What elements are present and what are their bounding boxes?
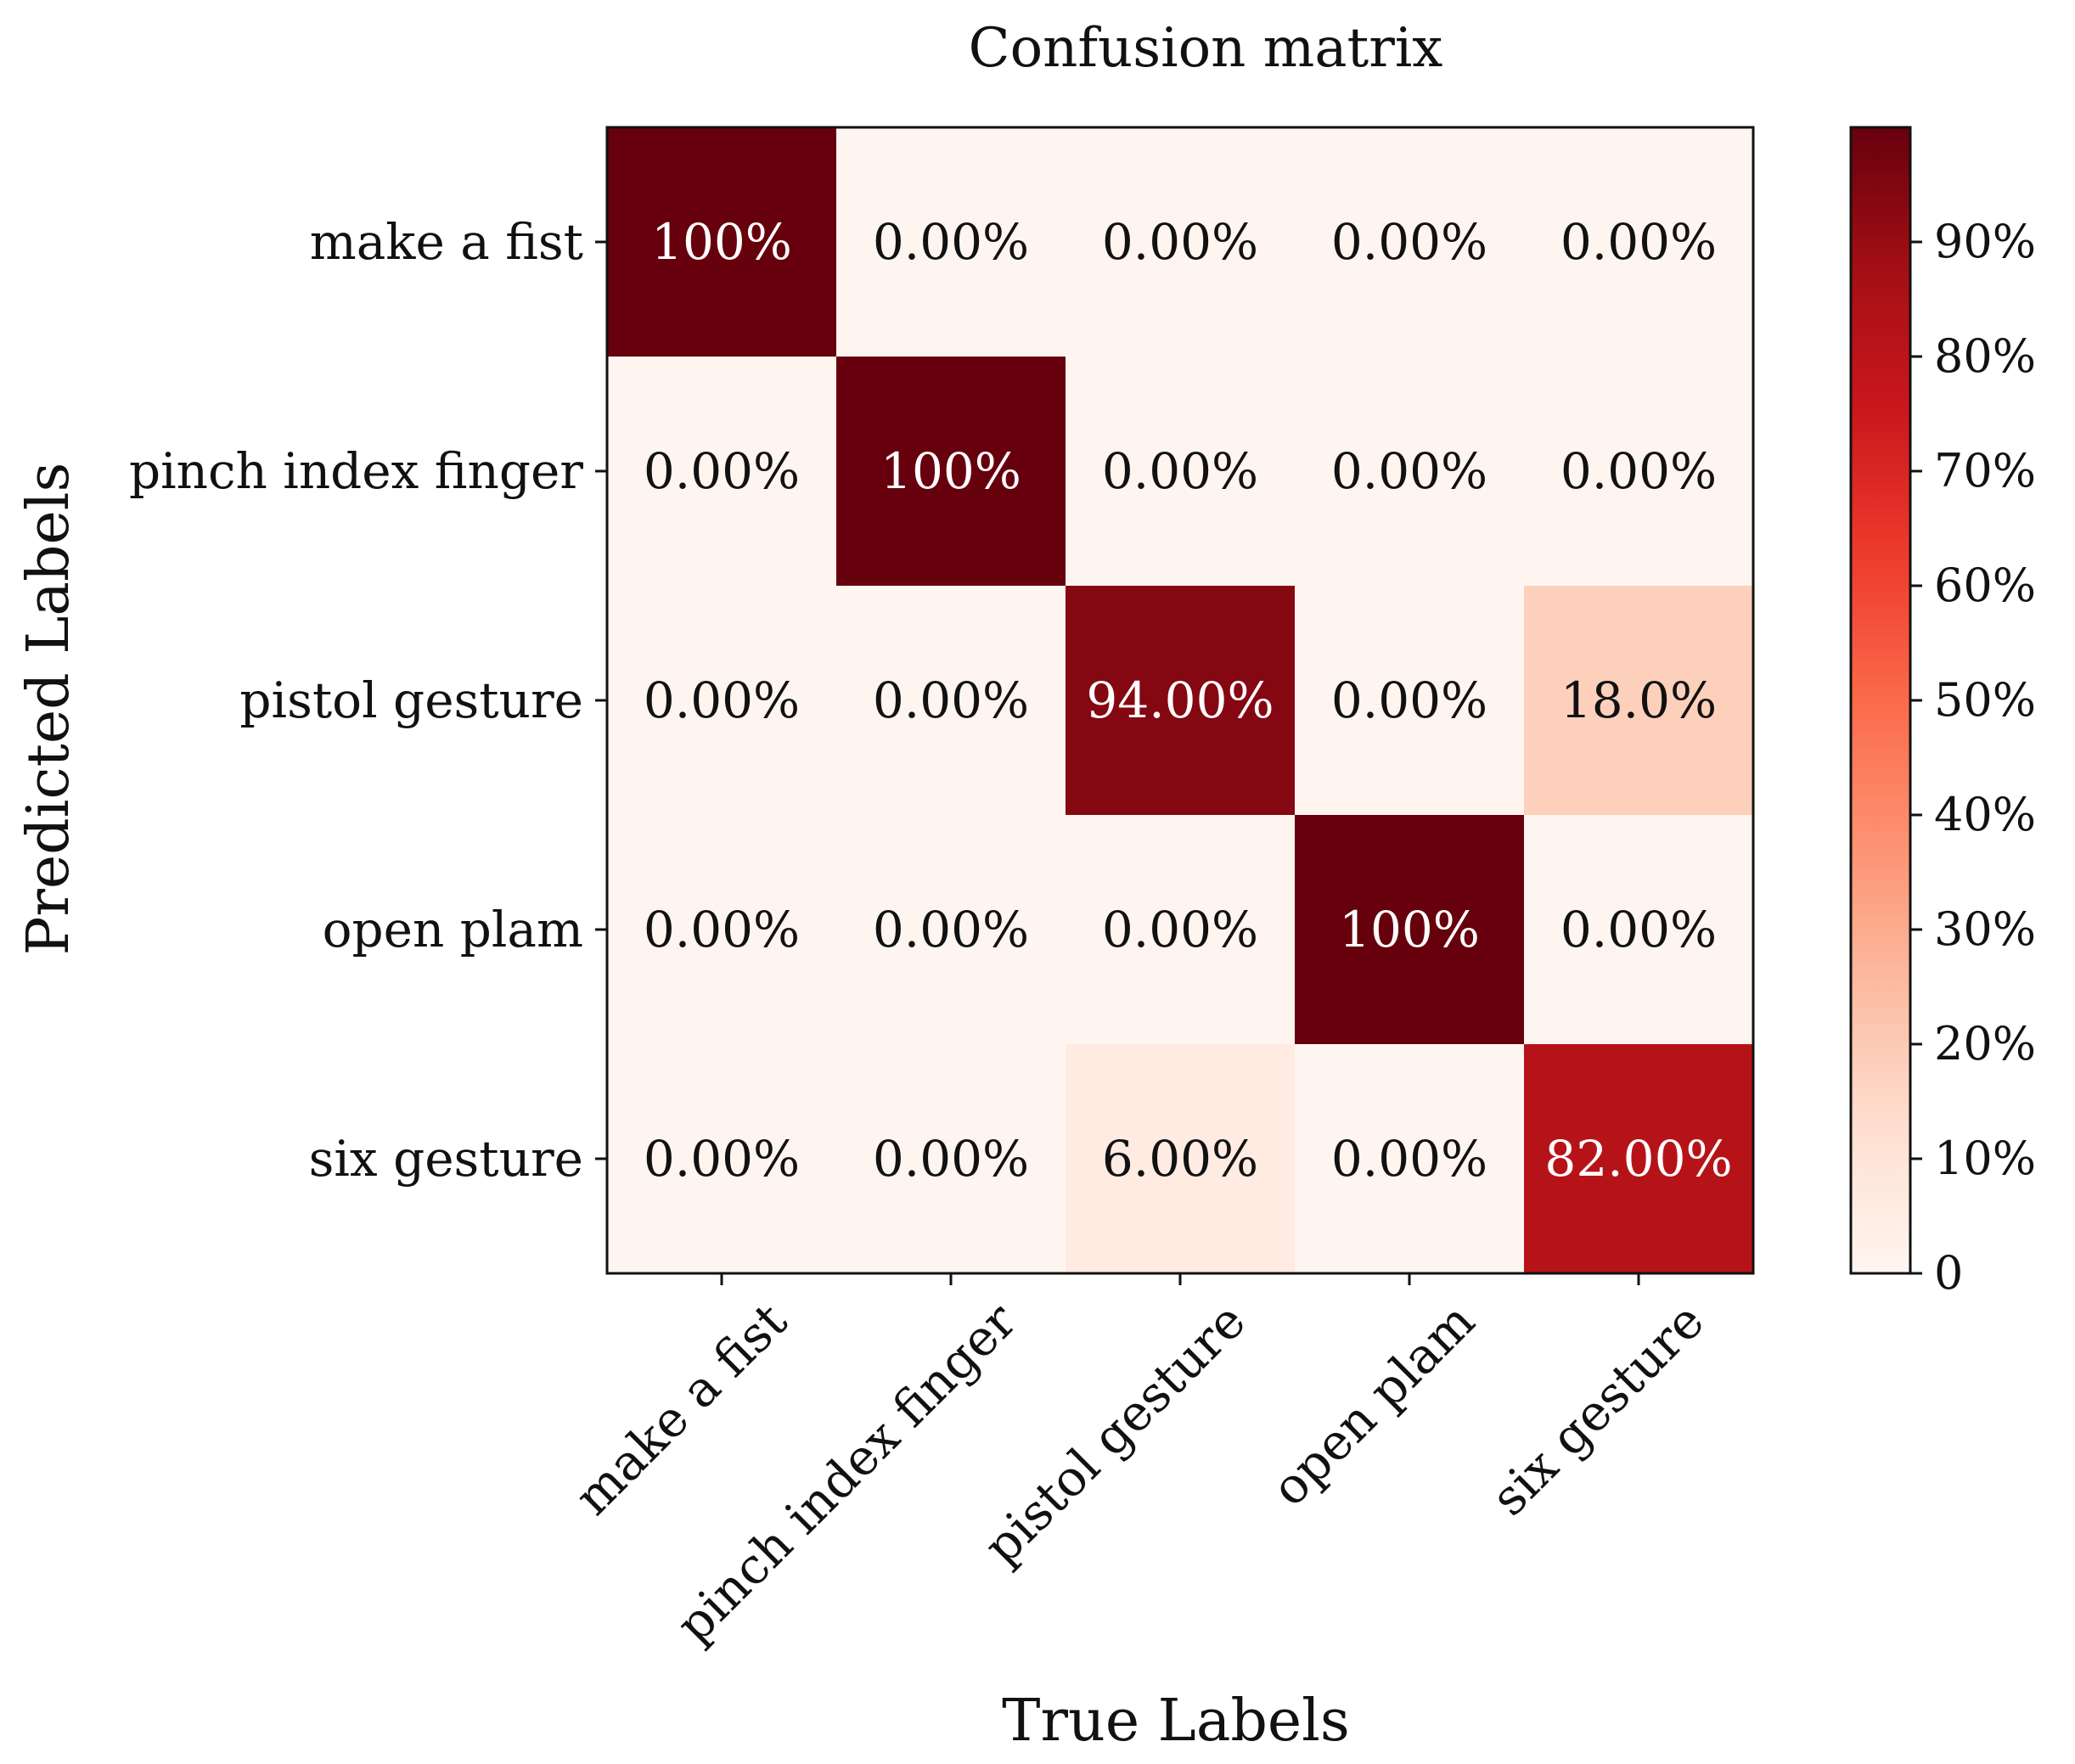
cell-label-r4-c2: 6.00% bbox=[1102, 1130, 1258, 1188]
cell-label-r3-c1: 0.00% bbox=[873, 901, 1029, 958]
x-tick-label-4: six gesture bbox=[1480, 1292, 1715, 1527]
colorbar-tick-label-9: 90% bbox=[1934, 215, 2036, 268]
heatmap-cell-r2-c0 bbox=[607, 586, 837, 816]
cell-label-r2-c0: 0.00% bbox=[644, 671, 800, 729]
cell-label-r2-c3: 0.00% bbox=[1331, 671, 1487, 729]
heatmap-cell-r1-c2 bbox=[1066, 357, 1296, 587]
cell-label-r1-c1: 100% bbox=[880, 442, 1021, 500]
heatmap-cell-r0-c3 bbox=[1295, 127, 1525, 357]
cell-label-r4-c0: 0.00% bbox=[644, 1130, 800, 1188]
heatmap-cell-r3-c0 bbox=[607, 815, 837, 1045]
x-tick-label-3: open plam bbox=[1260, 1292, 1485, 1517]
heatmap-cell-r4-c1 bbox=[836, 1044, 1066, 1274]
heatmap-cell-r4-c4 bbox=[1524, 1044, 1754, 1274]
cell-label-r0-c0: 100% bbox=[651, 213, 792, 271]
heatmap-cell-r1-c4 bbox=[1524, 357, 1754, 587]
y-tick-label-1: pinch index finger bbox=[129, 442, 583, 500]
cell-label-r0-c4: 0.00% bbox=[1560, 213, 1717, 271]
x-axis-title: True Labels bbox=[1002, 1688, 1350, 1755]
cell-label-r2-c4: 18.0% bbox=[1560, 671, 1717, 729]
colorbar-tick-label-5: 50% bbox=[1934, 673, 2036, 727]
heatmap-cell-r4-c2 bbox=[1066, 1044, 1296, 1274]
colorbar-tick-label-0: 0 bbox=[1934, 1246, 1963, 1300]
heatmap-cell-r0-c2 bbox=[1066, 127, 1296, 357]
colorbar-gradient bbox=[1849, 126, 1912, 1275]
cell-label-r2-c1: 0.00% bbox=[873, 671, 1029, 729]
chart-title: Confusion matrix bbox=[969, 17, 1443, 80]
heatmap-cell-r2-c3 bbox=[1295, 586, 1525, 816]
cell-label-r4-c3: 0.00% bbox=[1331, 1130, 1487, 1188]
heatmap-cell-r2-c1 bbox=[836, 586, 1066, 816]
heatmap-cell-r3-c4 bbox=[1524, 815, 1754, 1045]
heatmap-cell-r0-c0 bbox=[607, 127, 837, 357]
heatmap-cell-r2-c2 bbox=[1066, 586, 1296, 816]
heatmap-cell-labels: 100% 0.00% 0.00% 0.00% 0.00% 0.00% 100% 0.00% 0.… bbox=[644, 213, 1733, 1188]
cell-label-r3-c3: 100% bbox=[1339, 901, 1480, 958]
heatmap-cell-r2-c4 bbox=[1524, 586, 1754, 816]
heatmap-cell-r1-c0 bbox=[607, 357, 837, 587]
heatmap-cell-r3-c1 bbox=[836, 815, 1066, 1045]
heatmap-cell-r4-c3 bbox=[1295, 1044, 1525, 1274]
cell-label-r0-c3: 0.00% bbox=[1331, 213, 1487, 271]
cell-label-r1-c2: 0.00% bbox=[1102, 442, 1258, 500]
x-tick-label-0: make a fist bbox=[564, 1292, 798, 1526]
colorbar-tick-label-6: 60% bbox=[1934, 559, 2036, 612]
heatmap-cell-r4-c0 bbox=[607, 1044, 837, 1274]
cell-label-r3-c2: 0.00% bbox=[1102, 901, 1258, 958]
y-tick-label-3: open plam bbox=[323, 901, 583, 958]
colorbar-tick-label-1: 10% bbox=[1934, 1132, 2036, 1185]
cell-label-r0-c2: 0.00% bbox=[1102, 213, 1258, 271]
heatmap-cell-r0-c1 bbox=[836, 127, 1066, 357]
y-axis-ticks: make a fist pinch index finger pistol gest… bbox=[129, 213, 607, 1188]
cell-label-r1-c4: 0.00% bbox=[1560, 442, 1717, 500]
cell-label-r3-c0: 0.00% bbox=[644, 901, 800, 958]
colorbar-tick-label-2: 20% bbox=[1934, 1017, 2036, 1070]
heatmap-cell-r3-c3 bbox=[1295, 815, 1525, 1045]
y-tick-label-2: pistol gesture bbox=[239, 671, 583, 729]
cell-label-r3-c4: 0.00% bbox=[1560, 901, 1717, 958]
cell-label-r4-c1: 0.00% bbox=[873, 1130, 1029, 1188]
heatmap-cell-r3-c2 bbox=[1066, 815, 1296, 1045]
cell-label-r2-c2: 94.00% bbox=[1086, 671, 1274, 729]
heatmap-cells bbox=[605, 126, 1755, 1275]
heatmap-cell-r0-c4 bbox=[1524, 127, 1754, 357]
y-tick-label-0: make a fist bbox=[310, 213, 583, 271]
cell-label-r0-c1: 0.00% bbox=[873, 213, 1029, 271]
cell-label-r1-c3: 0.00% bbox=[1331, 442, 1487, 500]
colorbar-tick-label-3: 30% bbox=[1934, 902, 2036, 956]
y-tick-label-4: six gesture bbox=[309, 1130, 583, 1188]
colorbar-tick-label-4: 40% bbox=[1934, 788, 2036, 841]
colorbar: 0 10% 20% 30% 40% 50% 60% 70% 80% 90% bbox=[1849, 126, 2036, 1300]
y-axis-title: Predicted Labels bbox=[15, 463, 82, 956]
cell-label-r1-c0: 0.00% bbox=[644, 442, 800, 500]
heatmap-cell-r1-c3 bbox=[1295, 357, 1525, 587]
heatmap-cell-r1-c1 bbox=[836, 357, 1066, 587]
colorbar-tick-label-8: 80% bbox=[1934, 329, 2036, 383]
cell-label-r4-c4: 82.00% bbox=[1544, 1130, 1732, 1188]
colorbar-tick-label-7: 70% bbox=[1934, 444, 2036, 497]
